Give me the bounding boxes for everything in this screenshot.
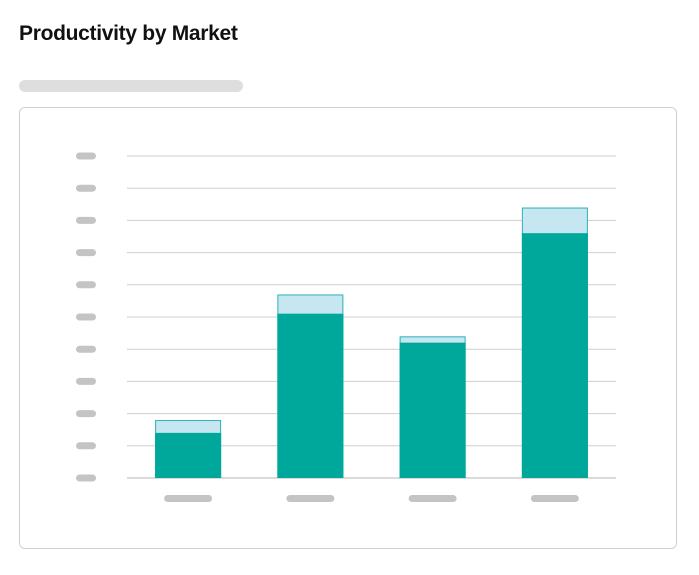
y-tick-label-placeholder [76, 249, 96, 257]
bar-segment-base-overlay [399, 342, 466, 478]
y-tick-label-placeholder [76, 345, 96, 353]
x-tick-label-placeholder [164, 495, 213, 502]
bar-segment-top [399, 336, 466, 344]
bar-segment-top [277, 294, 344, 315]
bar-segment-top [155, 420, 222, 434]
page-title: Productivity by Market [19, 22, 238, 45]
y-tick-label-placeholder [76, 410, 96, 418]
x-tick-label-placeholder [408, 495, 457, 502]
x-tick-label-placeholder [286, 495, 335, 502]
bar-segment-base-overlay [277, 313, 344, 478]
y-tick-label-placeholder [76, 152, 96, 160]
bar-segment-base-overlay [155, 432, 222, 478]
bar-segment-base-overlay [521, 233, 588, 478]
y-tick-label-placeholder [76, 216, 96, 224]
y-tick-label-placeholder [76, 184, 96, 192]
y-tick-label-placeholder [76, 377, 96, 385]
subtitle-placeholder [19, 80, 243, 92]
bar-segment-top [521, 207, 588, 235]
y-tick-label-placeholder [76, 281, 96, 289]
y-tick-label-placeholder [76, 474, 96, 482]
y-tick-label-placeholder [76, 313, 96, 321]
y-tick-label-placeholder [76, 442, 96, 450]
x-tick-label-placeholder [530, 495, 579, 502]
